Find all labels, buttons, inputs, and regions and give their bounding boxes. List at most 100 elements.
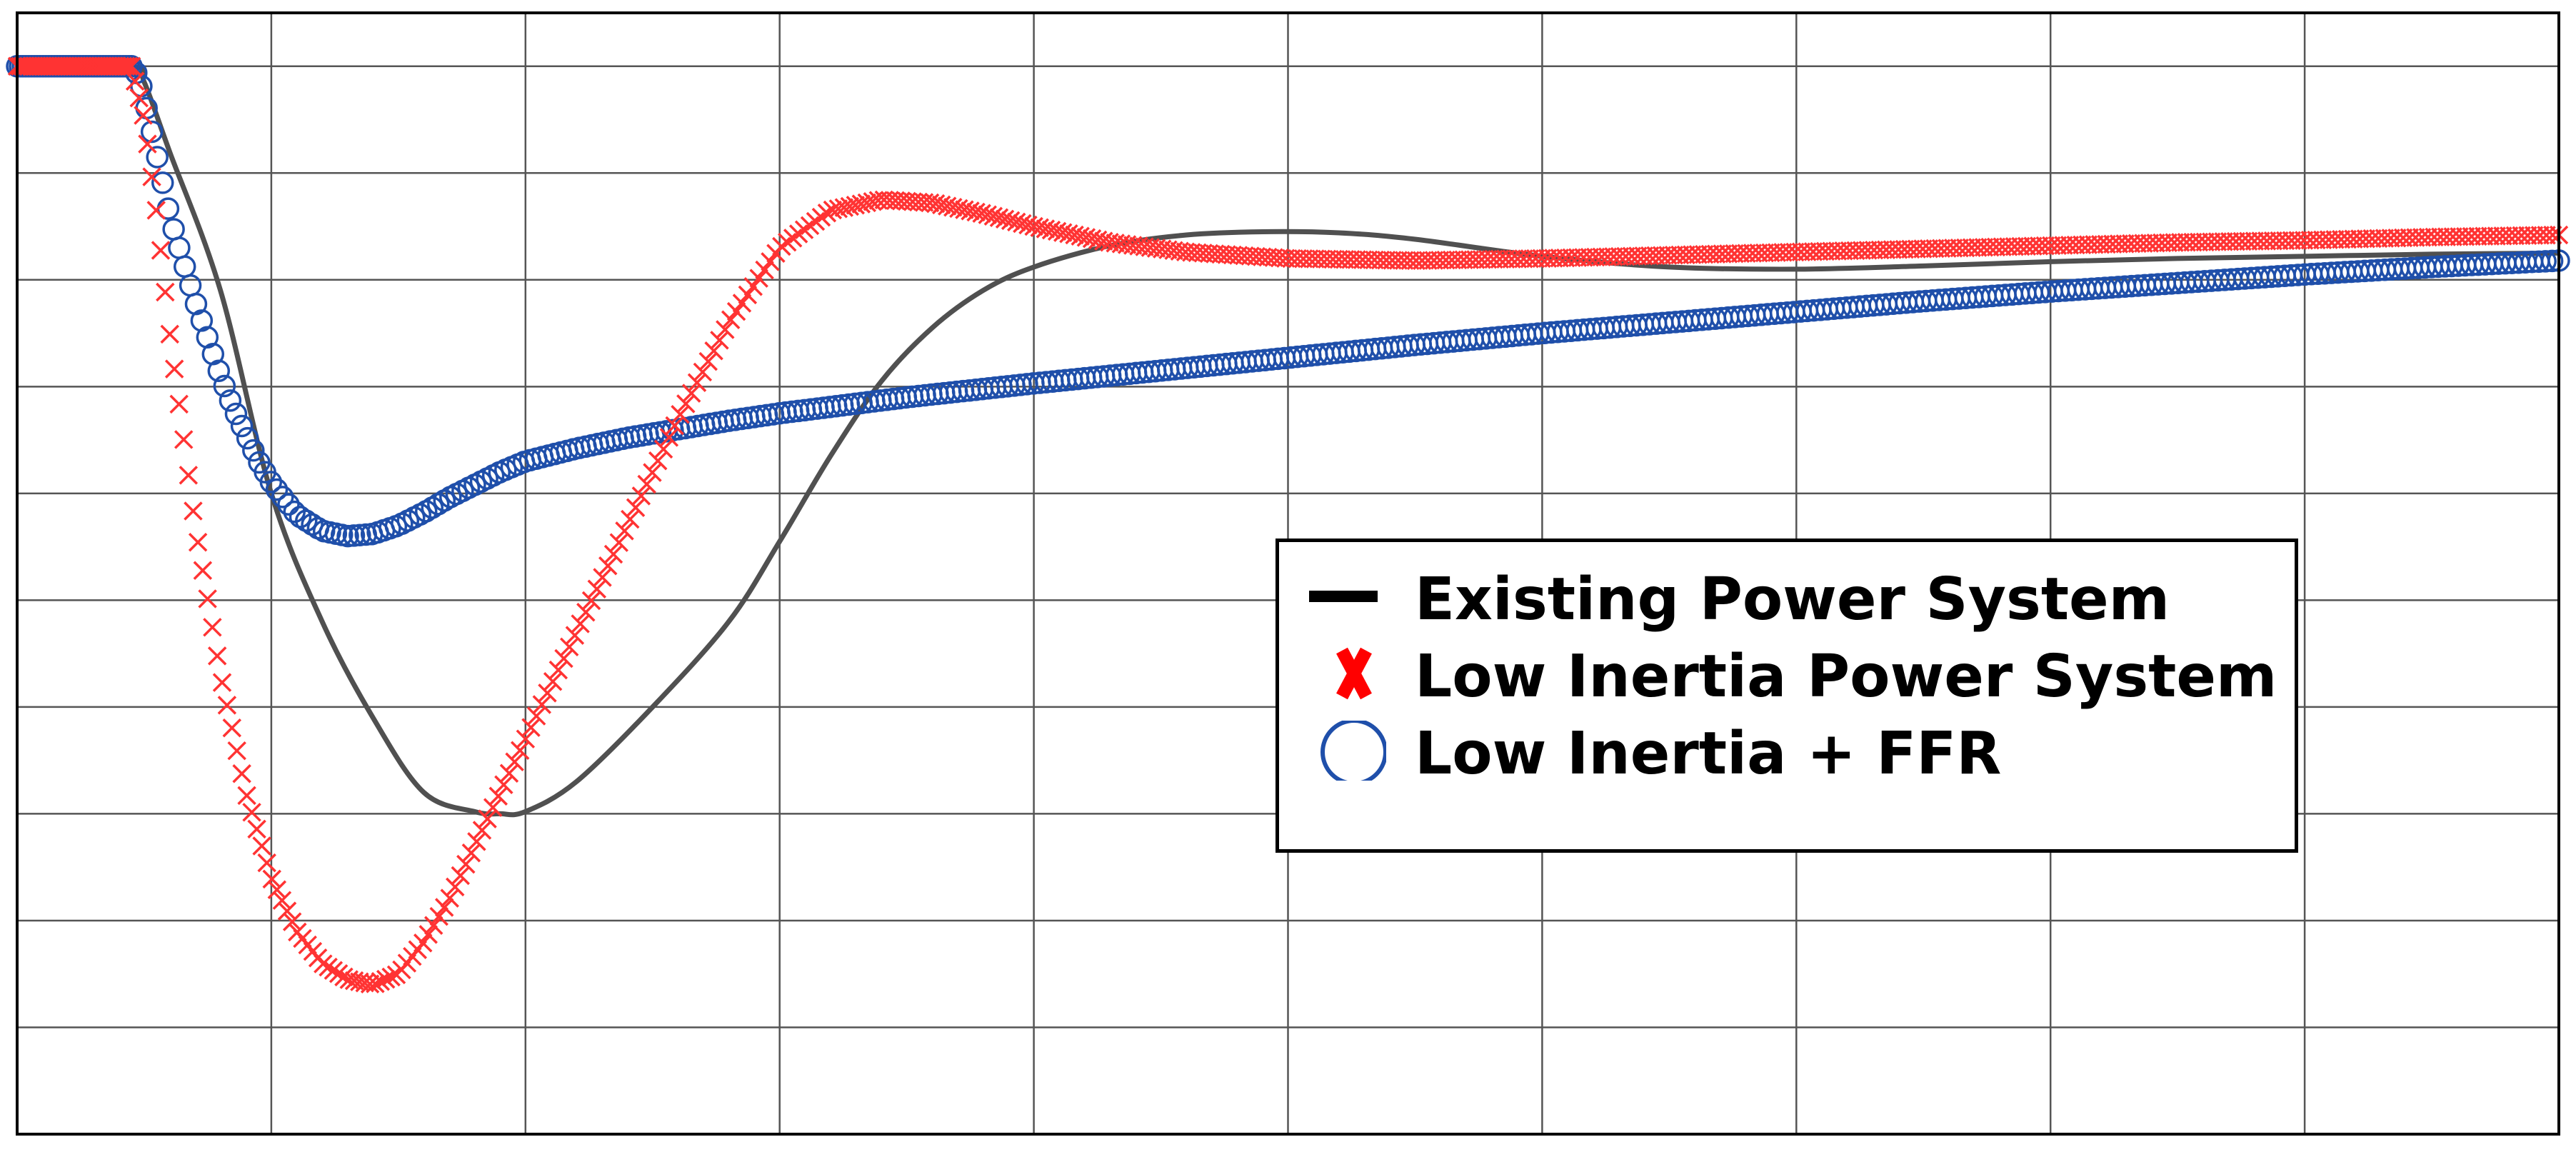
low-inertia-data-point [716,320,735,339]
low-inertia-data-point [961,201,980,221]
low-inertia-data-point [587,579,607,599]
low-inertia-data-point [232,764,251,783]
legend-label-low-inertia: Low Inertia Power System [1415,643,2277,711]
low-inertia-data-point [738,285,758,305]
ffr-data-point [162,218,185,241]
legend-line-marker-icon [1309,591,1378,602]
ffr-data-point [230,414,254,438]
ffr-data-point [277,493,300,516]
legend-item-low-inertia: Low Inertia Power System [1279,638,2295,709]
low-inertia-data-point [138,134,157,154]
low-inertia-data-point [1018,215,1038,235]
low-inertia-data-point [521,718,541,737]
low-inertia-data-point [488,786,508,806]
low-inertia-data-point [576,602,596,622]
ffr-data-point [271,486,294,509]
plot-frame [16,11,2560,1136]
low-inertia-data-point [207,646,227,666]
ffr-data-point [265,478,289,501]
low-inertia-data-point [1030,218,1049,237]
low-inertia-data-point [494,775,513,794]
legend-item-existing: Existing Power System [1279,561,2295,632]
low-inertia-data-point [615,521,634,541]
low-inertia-data-point [179,466,199,485]
low-inertia-data-point [456,854,476,874]
low-inertia-data-point [516,729,536,748]
low-inertia-data-point [823,200,843,220]
ffr-data-point [2534,250,2557,273]
ffr-data-point [168,236,191,259]
low-inertia-data-point [581,591,601,611]
existing-power-system-line [16,62,2560,818]
low-inertia-data-point [1094,231,1113,251]
low-inertia-data-point [593,568,612,587]
low-inertia-data-point [461,843,481,863]
low-inertia-data-point [217,696,237,715]
low-inertia-data-point [732,294,752,313]
low-inertia-data-point [510,741,530,760]
low-inertia-data-point [659,428,679,447]
legend-x-marker-icon [1336,647,1372,700]
legend: Existing Power System Low Inertia Power … [1276,539,2298,853]
low-inertia-data-point [609,533,628,552]
low-inertia-data-point [483,798,503,817]
low-inertia-data-point [1082,229,1102,249]
low-inertia-data-point [222,718,242,738]
low-inertia-data-point [743,277,763,296]
low-inertia-data-point [257,853,276,873]
low-inertia-data-point [164,359,184,379]
low-inertia-data-point [565,626,585,645]
low-inertia-data-point [598,556,618,576]
low-inertia-data-point [334,967,354,987]
low-inertia-data-point [526,706,546,726]
ffr-data-point [151,171,174,194]
low-inertia-data-point [169,394,189,414]
low-inertia-data-point [156,282,175,302]
low-inertia-data-point [381,967,401,987]
ffr-data-point [259,471,283,494]
low-inertia-data-point [472,821,492,840]
low-inertia-data-point [193,561,213,581]
low-inertia-data-point [749,269,768,288]
low-inertia-data-point [755,260,774,280]
ffr-data-point [224,402,248,426]
low-inertia-data-point [319,957,338,977]
low-inertia-data-point [262,869,281,889]
low-inertia-data-point [643,463,662,482]
low-inertia-data-point [125,71,145,91]
low-inertia-data-point [252,836,271,856]
low-inertia-data-point [840,196,860,216]
low-inertia-data-point [505,752,524,771]
ffr-data-point [184,292,208,316]
low-inertia-data-point [817,204,837,223]
low-inertia-data-point [538,683,557,703]
ffr-data-point [207,359,231,383]
low-inertia-data-point [212,673,232,692]
ffr-data-point [242,439,265,462]
low-inertia-data-point [1007,212,1026,232]
low-inertia-data-point [184,501,203,521]
ffr-data-point [289,506,312,529]
low-inertia-data-point [174,430,194,449]
legend-circle-marker-icon [1320,721,1386,781]
low-inertia-data-point [424,916,443,935]
low-inertia-data-point [1024,216,1043,236]
low-inertia-data-point [931,195,951,215]
low-inertia-data-point [726,301,746,321]
low-inertia-data-point [429,906,448,926]
low-inertia-data-point [648,451,668,471]
low-inertia-data-point [676,394,696,414]
low-inertia-data-point [857,193,877,213]
ffr-data-point [213,374,236,398]
low-inertia-data-point [146,201,166,220]
low-inertia-data-point [314,954,333,973]
low-inertia-data-point [113,56,133,76]
low-inertia-data-point [554,648,573,668]
low-inertia-data-point [621,509,640,529]
low-inertia-data-point [237,786,256,806]
low-inertia-data-point [681,384,701,403]
low-inertia-data-point [142,167,161,186]
low-inertia-data-point [242,803,261,822]
low-inertia-data-point [366,974,385,993]
low-inertia-data-point [603,544,623,564]
